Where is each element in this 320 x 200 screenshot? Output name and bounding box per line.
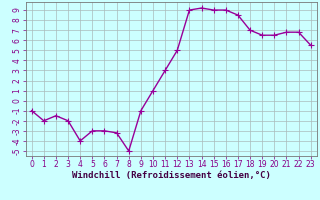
X-axis label: Windchill (Refroidissement éolien,°C): Windchill (Refroidissement éolien,°C) [72, 171, 271, 180]
